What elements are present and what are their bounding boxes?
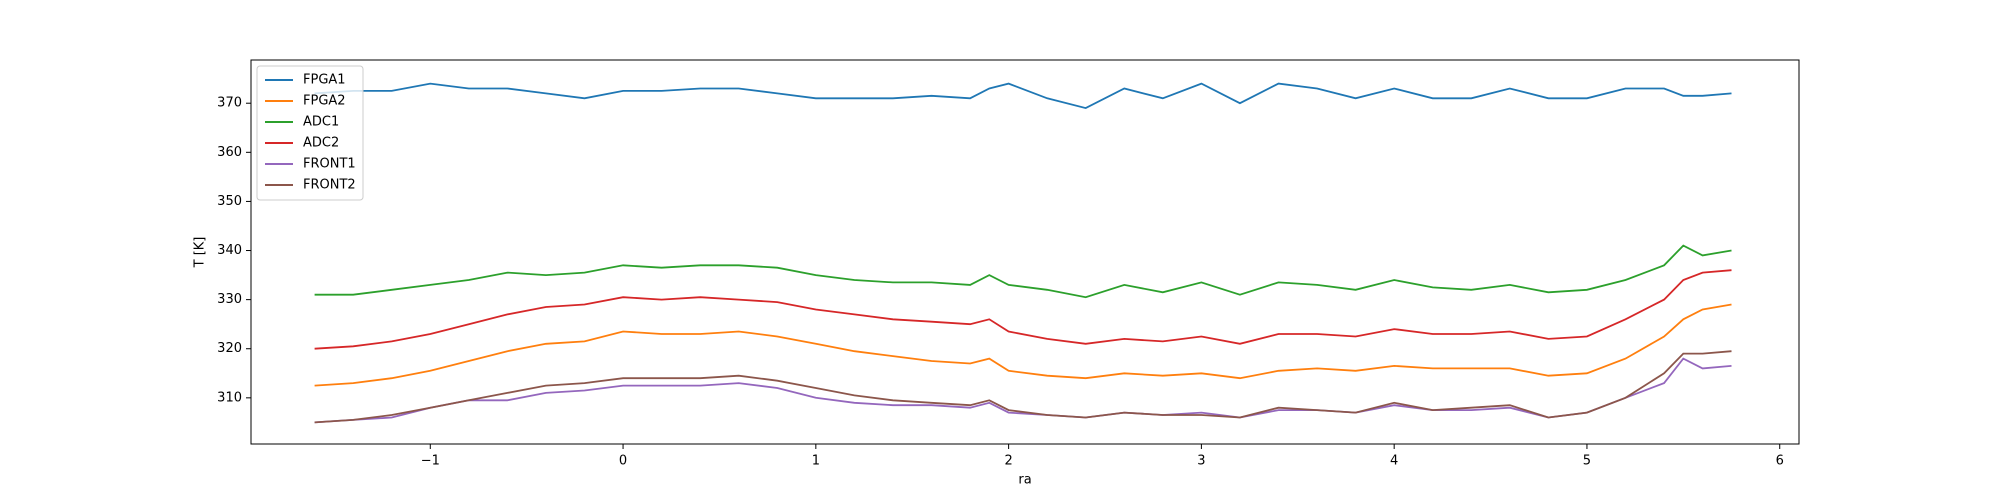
y-tick-label: 330 xyxy=(217,292,242,307)
x-tick-label: 6 xyxy=(1776,454,1784,469)
x-axis-label: ra xyxy=(1018,473,1031,488)
y-tick-label: 370 xyxy=(217,96,242,111)
x-tick-label: 0 xyxy=(619,454,627,469)
legend-label: FRONT1 xyxy=(303,157,356,172)
legend-box xyxy=(256,65,364,201)
x-tick-label: 1 xyxy=(812,454,820,469)
y-tick-label: 350 xyxy=(217,194,242,209)
x-tick-label: 5 xyxy=(1583,454,1591,469)
legend-label: FPGA2 xyxy=(303,94,346,109)
legend: FPGA1 FPGA2 ADC1 ADC2 FRONT1 FRONT2 xyxy=(256,65,364,201)
series-line xyxy=(314,357,1732,424)
series-line xyxy=(314,350,1732,424)
legend-label: FRONT2 xyxy=(303,178,356,193)
series-line xyxy=(314,269,1732,350)
y-tick-label: 320 xyxy=(217,341,242,356)
y-tick-label: 340 xyxy=(217,243,242,258)
x-tick-label: 3 xyxy=(1197,454,1205,469)
y-tick-label: 310 xyxy=(217,390,242,405)
x-tick-label: −1 xyxy=(421,454,440,469)
plot-frame xyxy=(250,59,1800,445)
x-tick-label: 4 xyxy=(1390,454,1398,469)
x-tick-label: 2 xyxy=(1004,454,1012,469)
series-line xyxy=(314,82,1732,110)
y-axis-label: T [K] xyxy=(193,237,208,269)
y-tick-label: 360 xyxy=(217,145,242,160)
legend-label: ADC1 xyxy=(303,115,339,130)
legend-label: FPGA1 xyxy=(303,73,346,88)
series-line xyxy=(314,244,1732,299)
legend-label: ADC2 xyxy=(303,136,339,151)
series-line xyxy=(314,303,1732,387)
